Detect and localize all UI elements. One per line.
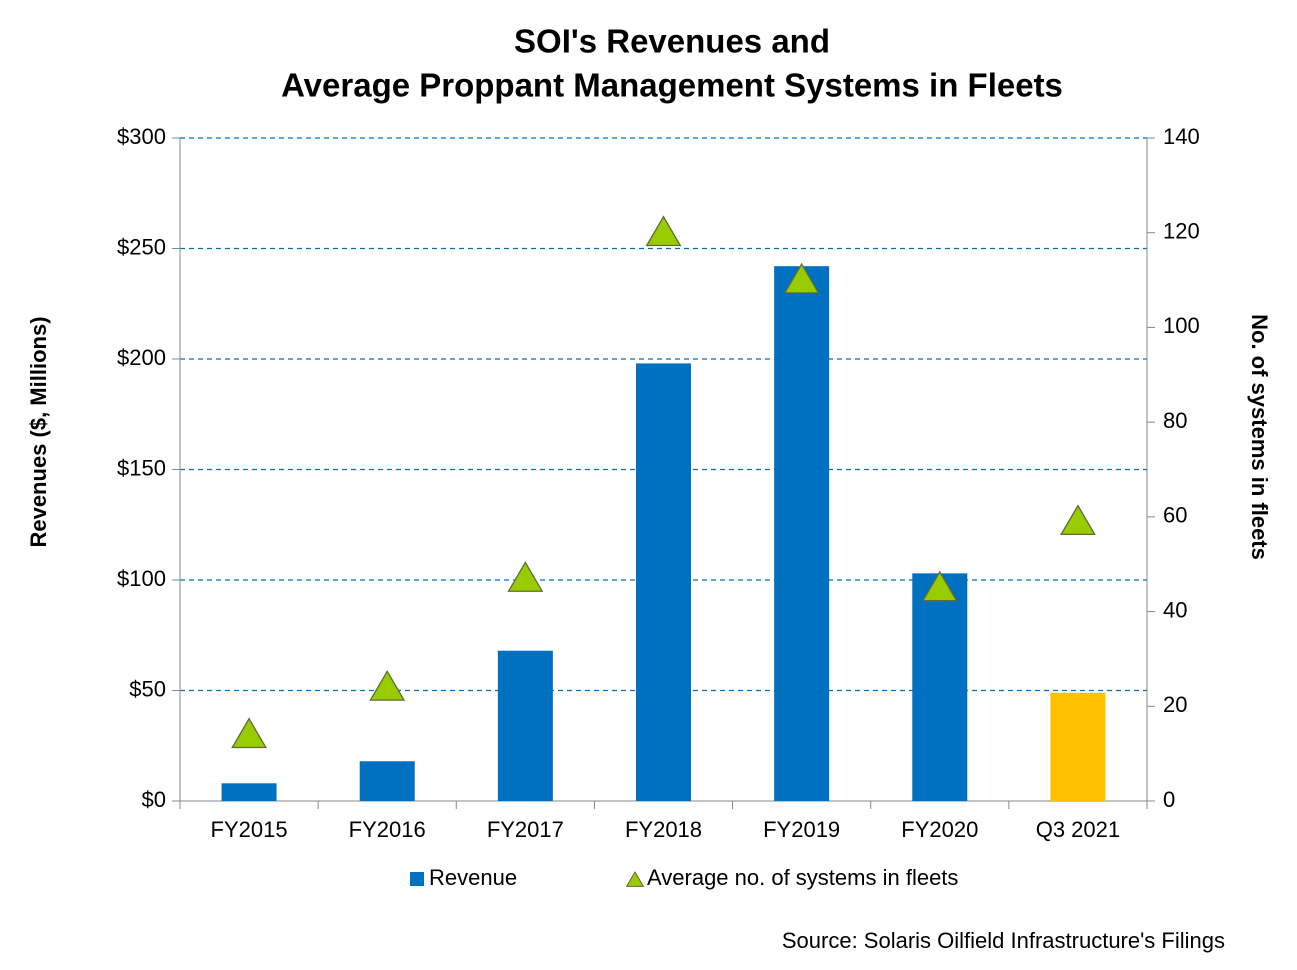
legend-swatch (625, 871, 645, 887)
triangle-marker (231, 717, 268, 749)
y2-tick-label: 40 (1163, 597, 1187, 622)
triangle-marker (645, 215, 682, 247)
chart-title: Average Proppant Management Systems in F… (281, 67, 1063, 104)
y2-axis-title: No. of systems in fleets (1247, 314, 1272, 560)
y-tick-label: $200 (117, 345, 166, 370)
bar (912, 573, 968, 801)
bar (774, 266, 830, 801)
y2-tick-label: 120 (1163, 219, 1200, 244)
x-tick-label: FY2017 (487, 817, 564, 842)
triangle-marker (369, 670, 406, 701)
bar (636, 363, 691, 801)
bar (221, 783, 277, 801)
triangle-marker (507, 561, 544, 592)
chart-title: SOI's Revenues and (514, 23, 830, 60)
triangle-marker (1059, 504, 1096, 536)
y-tick-label: $250 (117, 234, 166, 259)
y-axis-title: Revenues ($, Millions) (26, 316, 51, 547)
bar (497, 650, 553, 801)
legend-swatch (410, 872, 424, 886)
y2-tick-label: 140 (1163, 124, 1200, 149)
legend-label: Revenue (429, 865, 517, 890)
y2-tick-label: 100 (1163, 313, 1200, 338)
y2-tick-label: 20 (1163, 692, 1187, 717)
x-tick-label: FY2020 (901, 817, 978, 842)
legend-label: Average no. of systems in fleets (647, 865, 958, 890)
x-tick-label: FY2019 (763, 817, 840, 842)
bar (1050, 692, 1106, 801)
bar (359, 761, 415, 801)
x-tick-label: FY2018 (625, 817, 702, 842)
source: Source: Solaris Oilfield Infrastructure'… (782, 928, 1225, 953)
y-tick-label: $100 (117, 566, 166, 591)
y-tick-label: $150 (117, 455, 166, 480)
y-tick-label: $0 (142, 787, 166, 812)
y2-tick-label: 80 (1163, 408, 1187, 433)
triangle-marker (921, 570, 958, 602)
triangle-marker (783, 262, 820, 294)
x-tick-label: FY2015 (211, 817, 288, 842)
y-tick-label: $50 (129, 676, 166, 701)
y2-tick-label: 0 (1163, 787, 1175, 812)
x-tick-label: Q3 2021 (1036, 817, 1120, 842)
x-tick-label: FY2016 (349, 817, 426, 842)
y-tick-label: $300 (117, 124, 166, 149)
y2-tick-label: 60 (1163, 503, 1187, 528)
